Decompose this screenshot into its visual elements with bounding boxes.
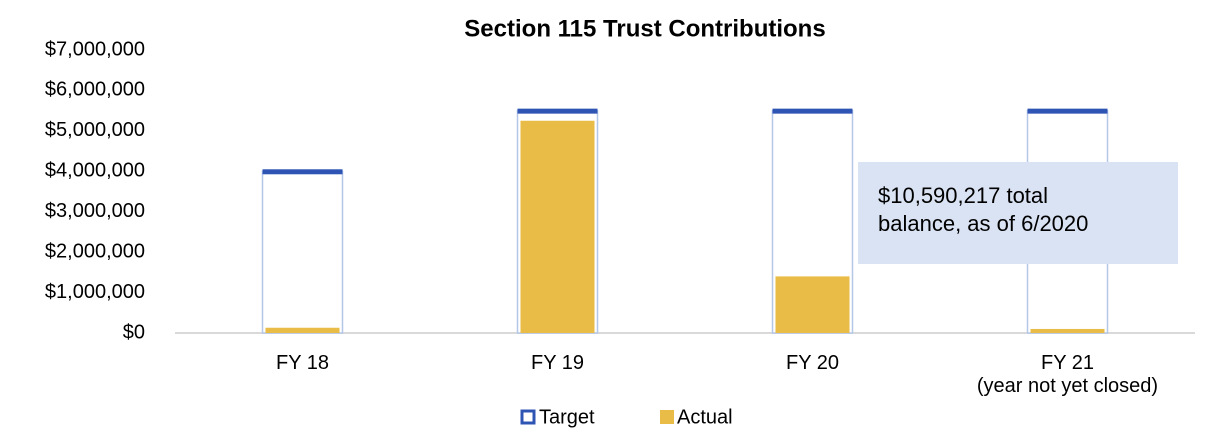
y-tick-label: $2,000,000 — [45, 240, 145, 262]
annotation: $10,590,217 total balance, as of 6/2020 — [858, 162, 1178, 264]
legend-swatch — [660, 410, 674, 424]
y-tick-label: $1,000,000 — [45, 281, 145, 303]
actual-bar — [520, 120, 595, 333]
target-outline — [261, 170, 344, 334]
x-tick-label: FY 18 — [276, 352, 329, 374]
y-tick-label: $3,000,000 — [45, 200, 145, 222]
legend-label: Target — [539, 406, 595, 428]
y-tick-label: $5,000,000 — [45, 119, 145, 141]
target-bar — [261, 169, 344, 334]
y-tick-label: $4,000,000 — [45, 160, 145, 182]
actual-bar — [1030, 328, 1105, 333]
target-top — [262, 169, 343, 175]
actual-bar — [265, 327, 340, 333]
x-tick-label: FY 21 (year not yet closed) — [976, 352, 1159, 397]
target-top — [517, 108, 598, 114]
legend-swatch — [520, 409, 536, 425]
target-top — [1027, 108, 1108, 114]
legend-label: Actual — [677, 406, 733, 428]
y-tick-label: $6,000,000 — [45, 79, 145, 101]
target-top — [772, 108, 853, 114]
x-tick-label: FY 20 — [786, 352, 839, 374]
y-tick-label: $0 — [123, 321, 145, 343]
x-tick-label: FY 19 — [531, 352, 584, 374]
y-tick-label: $7,000,000 — [45, 38, 145, 60]
actual-bar — [775, 276, 850, 333]
chart-title: Section 115 Trust Contributions — [464, 15, 825, 42]
